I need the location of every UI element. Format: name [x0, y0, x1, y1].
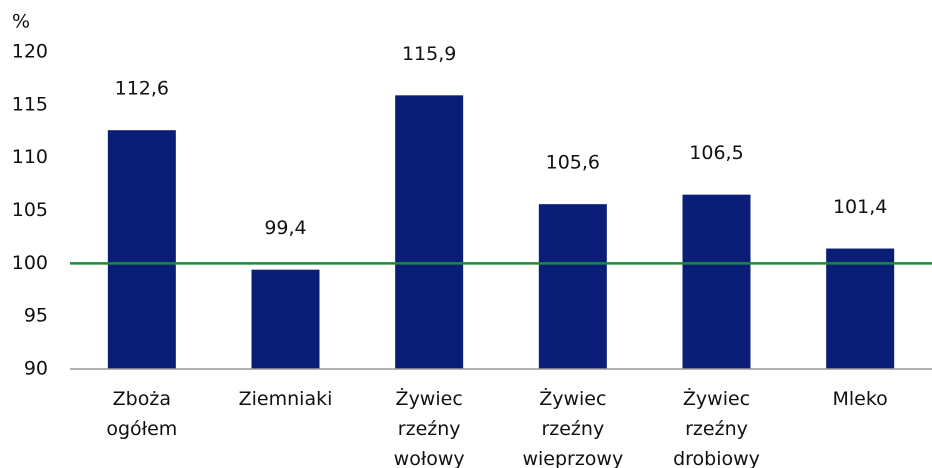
x-tick-label: Zboża ogółem	[106, 388, 177, 440]
y-tick-label: 95	[24, 305, 48, 327]
bar	[395, 95, 464, 369]
bar	[251, 269, 320, 369]
x-tick-label: Mleko	[833, 388, 888, 410]
bar	[538, 204, 607, 369]
y-tick-label: 110	[12, 146, 48, 168]
bar	[682, 194, 751, 369]
bar	[107, 130, 176, 369]
y-tick-label: 100	[12, 252, 48, 274]
x-tick-label: Żywiec rzeźny wołowy	[394, 387, 465, 468]
value-label: 115,9	[402, 43, 456, 65]
value-label: 105,6	[546, 152, 600, 174]
value-label: 112,6	[115, 78, 169, 100]
y-tick-label: 120	[12, 41, 48, 63]
y-tick-label: 90	[24, 358, 48, 380]
bar	[826, 248, 895, 369]
x-tick-label: Żywiec rzeźny wieprzowy	[522, 387, 623, 468]
value-label: 106,5	[689, 142, 743, 164]
y-axis-label: %	[12, 11, 30, 33]
value-label: 99,4	[264, 217, 306, 239]
y-tick-label: 115	[12, 93, 48, 115]
y-tick-label: 105	[12, 199, 48, 221]
value-label: 101,4	[833, 196, 887, 218]
x-tick-label: Ziemniaki	[239, 388, 333, 410]
x-tick-label: Żywiec rzeźny drobiowy	[673, 387, 760, 468]
